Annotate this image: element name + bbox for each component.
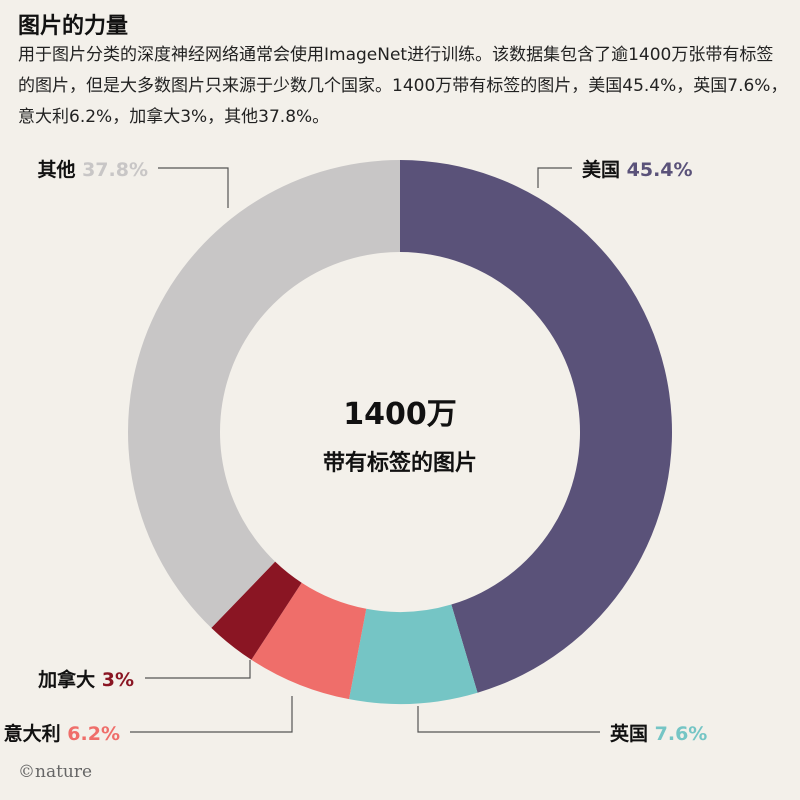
slice-value-0: 45.4% bbox=[627, 159, 693, 181]
slice-label-4: 其他 37.8% bbox=[37, 158, 148, 181]
slice-label-3: 加拿大 3% bbox=[37, 668, 134, 691]
slice-2 bbox=[251, 582, 367, 700]
slice-1 bbox=[349, 604, 478, 704]
leader-line-1 bbox=[417, 706, 600, 733]
slice-name-0: 美国 bbox=[582, 158, 627, 181]
slice-value-2: 6.2% bbox=[67, 723, 120, 745]
slice-value-3: 3% bbox=[102, 669, 134, 691]
slice-label-0: 美国 45.4% bbox=[582, 158, 693, 181]
leader-line-2 bbox=[130, 696, 293, 733]
slice-0 bbox=[400, 160, 672, 693]
slice-label-1: 英国 7.6% bbox=[610, 722, 707, 745]
chart-subtitle: 用于图片分类的深度神经网络通常会使用ImageNet进行训练。该数据集包含了逾1… bbox=[18, 45, 788, 127]
slice-label-2: 意大利 6.2% bbox=[4, 722, 120, 745]
slice-name-4: 其他 bbox=[37, 158, 82, 181]
leader-line-0 bbox=[537, 167, 572, 188]
slice-name-2: 意大利 bbox=[4, 722, 68, 745]
chart-title: 图片的力量 bbox=[18, 14, 129, 39]
leader-line-4 bbox=[158, 167, 229, 208]
slice-3 bbox=[211, 561, 302, 660]
center-value: 1400万 bbox=[343, 397, 457, 432]
slice-4 bbox=[128, 160, 400, 628]
slice-value-1: 7.6% bbox=[655, 723, 708, 745]
slice-name-3: 加拿大 bbox=[37, 668, 102, 691]
slice-value-4: 37.8% bbox=[82, 159, 148, 181]
slice-name-1: 英国 bbox=[610, 722, 655, 745]
center-caption: 带有标签的图片 bbox=[323, 450, 477, 476]
leader-line-3 bbox=[145, 660, 251, 679]
nature-credit: ©nature bbox=[18, 762, 93, 782]
